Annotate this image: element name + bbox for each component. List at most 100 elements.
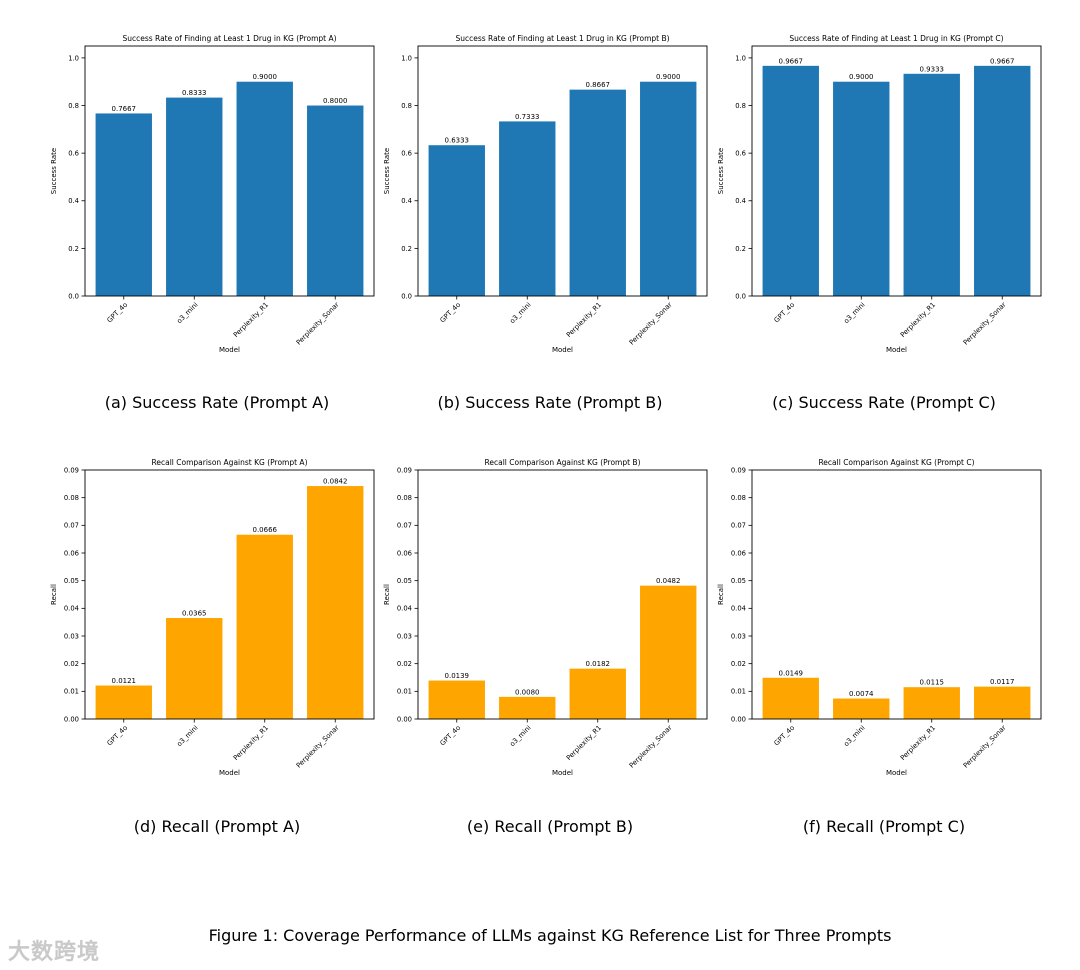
bar-value-label: 0.0074 bbox=[849, 690, 874, 698]
bar-perplexity-r1 bbox=[903, 687, 960, 719]
bar-o3-mini bbox=[833, 698, 890, 719]
x-tick-label: Perplexity_R1 bbox=[232, 724, 270, 762]
x-tick-label: o3_mini bbox=[842, 301, 867, 326]
x-axis-label: Model bbox=[219, 769, 240, 777]
y-tick-label: 0.09 bbox=[397, 466, 412, 474]
y-tick-label: 0.07 bbox=[731, 522, 746, 530]
chart-title: Success Rate of Finding at Least 1 Drug … bbox=[455, 34, 669, 43]
bar-perplexity-sonar bbox=[640, 81, 697, 296]
bar-o3-mini bbox=[499, 121, 556, 297]
x-axis-label: Model bbox=[552, 769, 573, 777]
y-tick-label: 0.06 bbox=[64, 549, 79, 557]
subcaption-a: (a) Success Rate (Prompt A) bbox=[104, 393, 330, 412]
x-tick-label: Perplexity_Sonar bbox=[295, 724, 341, 770]
bar-value-label: 0.9000 bbox=[849, 73, 874, 81]
bar-o3-mini bbox=[166, 618, 223, 719]
figure-caption: Figure 1: Coverage Performance of LLMs a… bbox=[208, 926, 892, 945]
bar-value-label: 0.6333 bbox=[445, 137, 470, 145]
y-tick-label: 0.04 bbox=[731, 605, 746, 613]
x-tick-label: Perplexity_R1 bbox=[232, 301, 270, 339]
bar-perplexity-sonar bbox=[974, 686, 1031, 719]
x-tick-label: GPT_4o bbox=[439, 724, 463, 748]
y-axis-label: Recall bbox=[50, 584, 58, 605]
x-tick-label: o3_mini bbox=[508, 724, 533, 749]
subcaption-e: (e) Recall (Prompt B) bbox=[466, 817, 634, 836]
y-tick-label: 0.2 bbox=[735, 245, 746, 253]
bar-perplexity-sonar bbox=[640, 585, 697, 719]
x-tick-label: GPT_4o bbox=[106, 724, 130, 748]
chart-a: Success Rate of Finding at Least 1 Drug … bbox=[50, 34, 375, 354]
y-axis-label: Success Rate bbox=[717, 148, 725, 194]
bar-value-label: 0.7667 bbox=[112, 105, 137, 113]
bar-gpt-4o bbox=[428, 680, 485, 719]
x-tick-label: GPT_4o bbox=[106, 301, 130, 325]
x-axis-label: Model bbox=[886, 769, 907, 777]
x-tick-label: Perplexity_Sonar bbox=[628, 724, 674, 770]
plot-frame bbox=[751, 469, 1042, 720]
y-tick-label: 0.6 bbox=[68, 150, 79, 158]
y-tick-label: 1.0 bbox=[401, 54, 412, 62]
x-tick-label: o3_mini bbox=[175, 301, 200, 326]
bar-value-label: 0.9000 bbox=[252, 73, 277, 81]
bar-value-label: 0.0117 bbox=[990, 678, 1015, 686]
x-tick-label: GPT_4o bbox=[773, 301, 797, 325]
plot-frame bbox=[84, 45, 375, 297]
bar-perplexity-r1 bbox=[569, 89, 626, 297]
y-tick-label: 0.08 bbox=[397, 494, 412, 502]
subcaption-b: (b) Success Rate (Prompt B) bbox=[437, 393, 663, 412]
y-tick-label: 0.06 bbox=[731, 549, 746, 557]
bar-value-label: 0.8333 bbox=[182, 89, 207, 97]
plot-frame bbox=[417, 45, 708, 297]
y-tick-label: 0.00 bbox=[731, 715, 746, 723]
x-tick-label: GPT_4o bbox=[773, 724, 797, 748]
y-tick-label: 0.04 bbox=[64, 605, 79, 613]
x-tick-label: Perplexity_Sonar bbox=[295, 301, 341, 347]
y-tick-label: 1.0 bbox=[735, 54, 746, 62]
bar-value-label: 0.0115 bbox=[919, 679, 944, 687]
chart-title: Recall Comparison Against KG (Prompt C) bbox=[818, 458, 974, 467]
bar-gpt-4o bbox=[762, 677, 819, 719]
chart-b: Success Rate of Finding at Least 1 Drug … bbox=[383, 34, 708, 354]
bar-value-label: 0.8667 bbox=[585, 81, 610, 89]
bar-value-label: 0.7333 bbox=[515, 113, 540, 121]
y-tick-label: 0.0 bbox=[401, 292, 412, 300]
bar-value-label: 0.9333 bbox=[919, 65, 944, 73]
y-tick-label: 0.00 bbox=[64, 715, 79, 723]
y-tick-label: 0.00 bbox=[397, 715, 412, 723]
bar-gpt-4o bbox=[95, 685, 152, 719]
x-tick-label: o3_mini bbox=[175, 724, 200, 749]
y-tick-label: 0.08 bbox=[731, 494, 746, 502]
x-tick-label: o3_mini bbox=[842, 724, 867, 749]
bar-value-label: 0.8000 bbox=[323, 97, 348, 105]
y-tick-label: 0.09 bbox=[64, 466, 79, 474]
bar-value-label: 0.0482 bbox=[656, 577, 681, 585]
plot-frame bbox=[751, 45, 1042, 297]
y-tick-label: 0.05 bbox=[64, 577, 79, 585]
x-tick-label: Perplexity_Sonar bbox=[962, 724, 1008, 770]
y-tick-label: 0.02 bbox=[397, 660, 412, 668]
x-axis-label: Model bbox=[552, 346, 573, 354]
y-tick-label: 0.06 bbox=[397, 549, 412, 557]
y-tick-label: 0.09 bbox=[731, 466, 746, 474]
y-tick-label: 1.0 bbox=[68, 54, 79, 62]
x-tick-label: o3_mini bbox=[508, 301, 533, 326]
bar-o3-mini bbox=[499, 696, 556, 719]
bar-perplexity-r1 bbox=[903, 73, 960, 297]
y-tick-label: 0.0 bbox=[735, 292, 746, 300]
y-tick-label: 0.8 bbox=[401, 102, 412, 110]
x-axis-label: Model bbox=[886, 346, 907, 354]
bar-perplexity-r1 bbox=[569, 668, 626, 719]
y-axis-label: Recall bbox=[383, 584, 391, 605]
y-tick-label: 0.4 bbox=[68, 197, 79, 205]
chart-e: Recall Comparison Against KG (Prompt B) 0… bbox=[383, 458, 708, 777]
y-tick-label: 0.2 bbox=[68, 245, 79, 253]
x-tick-label: GPT_4o bbox=[439, 301, 463, 325]
y-tick-label: 0.01 bbox=[64, 688, 79, 696]
y-tick-label: 0.07 bbox=[397, 522, 412, 530]
bar-value-label: 0.9000 bbox=[656, 73, 681, 81]
y-tick-label: 0.01 bbox=[397, 688, 412, 696]
x-tick-label: Perplexity_R1 bbox=[565, 301, 603, 339]
watermark-logo: 大数跨境 bbox=[8, 940, 101, 965]
y-tick-label: 0.01 bbox=[731, 688, 746, 696]
